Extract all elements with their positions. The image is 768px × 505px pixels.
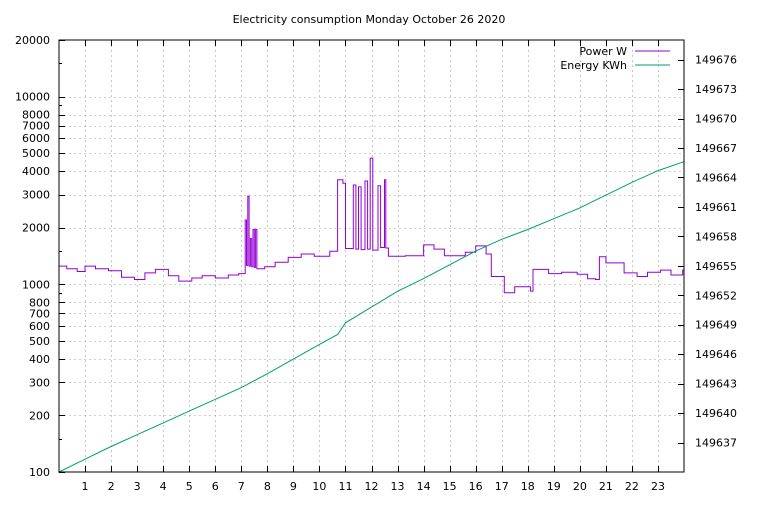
series-layer <box>58 157 685 473</box>
legend-label: Power W <box>579 45 627 58</box>
x-tick-label: 3 <box>134 480 141 493</box>
x-tick-label: 7 <box>238 480 245 493</box>
y-left-tick-label: 2000 <box>22 222 50 235</box>
y-right-tick-label: 149640 <box>695 407 737 420</box>
plot-frame <box>58 39 685 473</box>
y-right-tick-label: 149649 <box>695 319 737 332</box>
y-right-tick-label: 149661 <box>695 201 737 214</box>
y-left-tick-label: 3000 <box>22 189 50 202</box>
series-line-energy <box>58 161 685 473</box>
y-left-tick-label: 8000 <box>22 109 50 122</box>
legend-label: Energy KWh <box>560 59 627 72</box>
series-line-power <box>59 157 684 294</box>
x-tick-label: 15 <box>443 480 457 493</box>
x-tick-label: 12 <box>365 480 379 493</box>
y-left-tick-label: 6000 <box>22 132 50 145</box>
x-tick-label: 23 <box>651 480 665 493</box>
x-tick-label: 11 <box>338 480 352 493</box>
y-right-tick-label: 149655 <box>695 260 737 273</box>
y-left-tick-label: 400 <box>29 353 50 366</box>
x-tick-label: 9 <box>290 480 297 493</box>
x-tick-label: 2 <box>108 480 115 493</box>
y-right-tick-label: 149667 <box>695 142 737 155</box>
y-right-tick-label: 149646 <box>695 348 737 361</box>
y-right-tick-label: 149658 <box>695 230 737 243</box>
x-tick-label: 1 <box>82 480 89 493</box>
x-tick-label: 8 <box>264 480 271 493</box>
chart-title: Electricity consumption Monday October 2… <box>233 13 506 26</box>
y-left-tick-label: 1000 <box>22 278 50 291</box>
tick-labels: 1 2 3 4 5 6 7 8 9 10 11 12 13 14 15 16 17 18 19 20 21 22 23100… <box>15 34 737 493</box>
y-right-tick-label: 149673 <box>695 83 737 96</box>
x-tick-label: 5 <box>186 480 193 493</box>
x-tick-label: 19 <box>547 480 561 493</box>
y-left-tick-label: 600 <box>29 320 50 333</box>
x-tick-label: 4 <box>160 480 167 493</box>
y-left-tick-label: 7000 <box>22 120 50 133</box>
x-tick-label: 13 <box>391 480 405 493</box>
y-right-tick-label: 149643 <box>695 378 737 391</box>
x-tick-label: 21 <box>599 480 613 493</box>
y-left-tick-label: 10000 <box>15 91 50 104</box>
x-tick-label: 17 <box>495 480 509 493</box>
y-left-tick-label: 100 <box>29 466 50 479</box>
x-tick-label: 18 <box>521 480 535 493</box>
y-left-tick-label: 5000 <box>22 147 50 160</box>
y-left-tick-label: 800 <box>29 296 50 309</box>
y-right-tick-label: 149676 <box>695 54 737 67</box>
axis-ticks <box>59 40 684 473</box>
y-left-tick-label: 500 <box>29 335 50 348</box>
x-tick-label: 20 <box>573 480 587 493</box>
x-tick-label: 6 <box>212 480 219 493</box>
x-tick-label: 10 <box>312 480 326 493</box>
y-left-tick-label: 4000 <box>22 165 50 178</box>
x-tick-label: 22 <box>625 480 639 493</box>
x-tick-label: 16 <box>469 480 483 493</box>
y-right-tick-label: 149670 <box>695 113 737 126</box>
y-left-tick-label: 300 <box>29 376 50 389</box>
y-left-tick-label: 700 <box>29 307 50 320</box>
y-right-tick-label: 149637 <box>695 437 737 450</box>
y-right-tick-label: 149652 <box>695 289 737 302</box>
x-tick-label: 14 <box>417 480 431 493</box>
y-right-tick-label: 149664 <box>695 171 737 184</box>
y-left-tick-label: 200 <box>29 409 50 422</box>
y-left-tick-label: 20000 <box>15 34 50 47</box>
